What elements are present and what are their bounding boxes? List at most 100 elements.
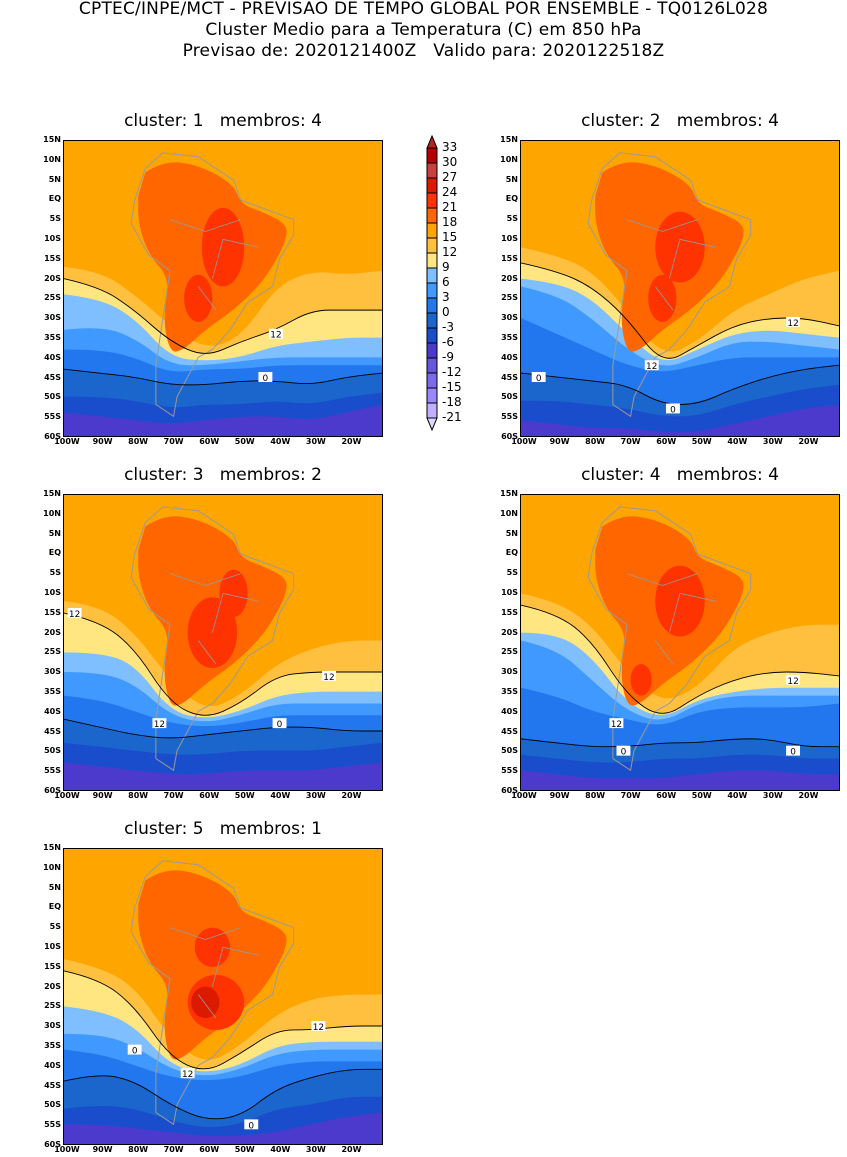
x-tick-label: 70W xyxy=(163,791,184,800)
map-svg: 12 0 xyxy=(64,141,382,436)
x-tick-label: 40W xyxy=(727,437,748,446)
y-tick-label: 25S xyxy=(44,647,61,657)
y-tick-label: EQ xyxy=(48,194,61,204)
map-svg: 12 12 0 0 xyxy=(521,495,839,790)
contour-label: 0 xyxy=(531,372,546,384)
figure-title: CPTEC/INPE/MCT - PREVISAO DE TEMPO GLOBA… xyxy=(78,0,769,19)
y-tick-label: 50S xyxy=(501,392,518,402)
y-tick-label: 25S xyxy=(501,647,518,657)
x-tick-label: 40W xyxy=(270,437,291,446)
y-tick-label: 15S xyxy=(501,253,518,263)
colorbar-label: -3 xyxy=(442,320,454,334)
contour-0 xyxy=(64,1068,382,1120)
colorbar-segment xyxy=(426,327,438,344)
coastline xyxy=(130,506,295,772)
contour-label-text: 0 xyxy=(263,374,269,384)
x-tick-label: 100W xyxy=(54,437,80,446)
coastline xyxy=(130,152,295,418)
y-tick-label: 45S xyxy=(501,372,518,382)
colorbar-segment xyxy=(426,147,438,164)
contour-label-bg xyxy=(609,718,624,729)
colorbar-segment xyxy=(426,402,438,419)
x-tick-label: 30W xyxy=(305,1145,326,1154)
colorbar-segment xyxy=(426,357,438,374)
y-tick-label: 15N xyxy=(500,135,518,144)
country-borders xyxy=(169,927,259,1019)
y-tick-label: 20S xyxy=(501,627,518,637)
x-tick-label: 90W xyxy=(92,791,113,800)
x-tick-label: 80W xyxy=(128,437,149,446)
y-tick-label: 15N xyxy=(43,843,61,852)
y-tick-label: 25S xyxy=(501,293,518,303)
x-tick-label: 40W xyxy=(270,1145,291,1154)
colorbar-label: -9 xyxy=(442,350,454,364)
y-tick-label: 5S xyxy=(49,214,61,224)
contour-label: 0 xyxy=(665,403,680,415)
colorbar-label: 6 xyxy=(442,275,450,289)
contour-label: 0 xyxy=(616,745,631,758)
y-tick-label: 60S xyxy=(44,786,61,795)
x-tick-label: 20W xyxy=(341,437,362,446)
coastline xyxy=(587,152,752,418)
y-tick-label: 5S xyxy=(49,568,61,578)
y-tick-label: 5N xyxy=(505,528,518,538)
colorbar-label: 21 xyxy=(442,200,458,214)
y-tick-label: 20S xyxy=(501,273,518,283)
y-tick-label: 10S xyxy=(501,234,518,243)
x-tick-label: 100W xyxy=(511,791,537,800)
y-tick-label: 35S xyxy=(44,333,61,342)
y-tick-label: 20S xyxy=(44,981,61,991)
contour-label-text: 0 xyxy=(132,1047,138,1057)
y-tick-label: 15S xyxy=(44,253,61,263)
colorbar-segment xyxy=(426,252,438,269)
colorbar-segment xyxy=(426,237,438,254)
y-tick-label: 10S xyxy=(44,588,61,597)
panel-title: cluster: 1 membros: 4 xyxy=(124,111,322,131)
colorbar-label: 12 xyxy=(442,245,458,259)
contour-label-bg xyxy=(665,403,680,414)
y-tick-label: 55S xyxy=(44,412,61,422)
y-tick-label: 15N xyxy=(43,489,61,498)
contour-12 xyxy=(64,278,382,354)
y-tick-label: 5N xyxy=(48,174,61,184)
x-tick-label: 40W xyxy=(270,791,291,800)
country-borders xyxy=(169,573,259,665)
temperature-band xyxy=(64,404,382,436)
x-tick-label: 90W xyxy=(92,437,113,446)
contour-label: 12 xyxy=(152,718,167,730)
contour-label: 12 xyxy=(311,1021,326,1033)
country-borders xyxy=(626,219,716,311)
contour-label-text: 12 xyxy=(69,610,80,620)
shading-warm-core xyxy=(191,986,220,1019)
contour-label-bg xyxy=(786,316,801,327)
y-tick-label: 30S xyxy=(44,313,61,323)
colorbar-label: 24 xyxy=(442,185,458,199)
x-tick-label: 100W xyxy=(511,437,537,446)
y-tick-label: 40S xyxy=(44,706,61,716)
contour-label-bg xyxy=(258,372,273,382)
contour-label-text: 0 xyxy=(277,720,283,730)
country-borders xyxy=(626,573,716,665)
figure-subtitle: Cluster Medio para a Temperatura (C) em … xyxy=(205,20,642,40)
y-tick-label: 10N xyxy=(500,508,518,518)
colorbar-segment xyxy=(426,222,438,239)
x-tick-label: 70W xyxy=(620,791,641,800)
y-tick-label: 60S xyxy=(44,432,61,441)
panel-title: cluster: 2 membros: 4 xyxy=(581,111,779,131)
y-tick-label: 25S xyxy=(44,1001,61,1011)
contour-label: 12 xyxy=(609,718,624,730)
contour-label: 12 xyxy=(786,674,801,687)
x-tick-label: 50W xyxy=(691,437,712,446)
contour-label-bg xyxy=(531,372,546,382)
x-tick-label: 20W xyxy=(798,437,819,446)
y-tick-label: 25S xyxy=(44,293,61,303)
x-tick-label: 70W xyxy=(163,437,184,446)
contour-0 xyxy=(521,738,839,748)
y-tick-label: 15N xyxy=(500,489,518,498)
y-tick-label: EQ xyxy=(505,548,518,558)
y-tick-label: 5N xyxy=(48,882,61,892)
y-tick-label: 35S xyxy=(501,333,518,342)
panel-title: cluster: 5 membros: 1 xyxy=(124,819,322,839)
colorbar-label: 27 xyxy=(442,170,458,184)
